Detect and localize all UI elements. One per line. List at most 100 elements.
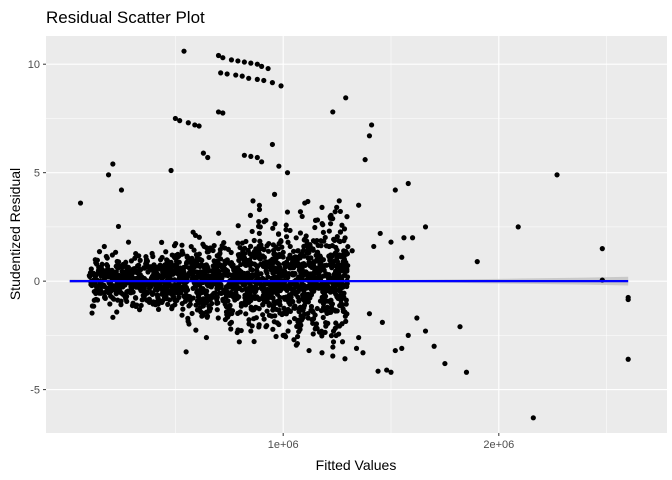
scatter-point [235,58,241,64]
scatter-point [141,265,147,271]
scatter-point [328,333,335,339]
scatter-point [310,260,316,267]
scatter-point [334,233,340,240]
scatter-point [243,297,250,304]
scatter-point [283,272,289,279]
scatter-point [235,252,242,258]
scatter-point [248,266,254,272]
scatter-point [147,267,153,273]
scatter-point [188,256,194,262]
scatter-point [249,272,255,278]
scatter-point [238,301,244,307]
scatter-point [205,154,211,161]
scatter-point [200,150,207,156]
scatter-point [339,339,346,345]
scatter-point [341,226,348,232]
scatter-point [119,268,125,275]
scatter-point [344,214,350,220]
scatter-point [265,248,272,254]
scatter-point [300,247,307,254]
scatter-point [246,75,252,81]
scatter-point [329,243,336,249]
scatter-point [248,295,254,301]
scatter-point [206,254,212,260]
scatter-point [366,133,373,139]
scatter-point [314,252,320,258]
scatter-point [515,224,521,230]
scatter-point [223,303,229,310]
scatter-point [214,300,220,306]
scatter-point [255,272,261,278]
scatter-point [331,258,337,265]
scatter-point [192,122,198,128]
scatter-point [401,235,407,241]
scatter-point [242,281,248,288]
scatter-point [328,285,335,291]
scatter-point [77,200,84,206]
scatter-point [159,239,165,245]
scatter-point [474,259,480,265]
scatter-point [405,332,411,338]
scatter-point [368,122,375,128]
scatter-point [190,229,196,235]
scatter-point [94,257,100,263]
scatter-point [256,230,262,236]
scatter-point [530,415,536,421]
scatter-point [88,266,94,272]
scatter-point [176,259,182,265]
scatter-point [322,329,328,335]
scatter-point [281,305,287,311]
scatter-point [171,263,177,269]
scatter-point [199,275,205,281]
scatter-point [110,161,116,167]
scatter-point [377,230,383,237]
scatter-point [128,282,134,288]
scatter-point [256,206,263,213]
scatter-point [263,217,269,223]
scatter-point [169,303,175,310]
scatter-point [250,198,256,204]
scatter-point [312,275,318,281]
scatter-point [246,317,252,323]
scatter-point [109,252,115,258]
scatter-point [291,305,297,311]
scatter-point [264,270,270,276]
scatter-point [325,320,331,326]
scatter-point [185,273,191,280]
scatter-point [118,187,125,193]
scatter-point [241,152,247,158]
scatter-point [266,240,272,247]
scatter-point [266,260,272,266]
scatter-point [101,243,107,250]
scatter-point [235,223,241,229]
scatter-point [343,318,349,324]
scatter-point [271,191,278,197]
scatter-point [330,353,336,359]
scatter-point [194,307,201,313]
scatter-point [342,262,349,269]
scatter-point [329,253,335,260]
scatter-point [222,290,228,296]
scatter-point [155,274,162,280]
scatter-point [291,281,297,287]
scatter-point [308,303,315,310]
scatter-point [336,198,342,204]
scatter-point [130,300,136,306]
scatter-point [335,323,341,329]
scatter-point [360,350,366,356]
scatter-point [339,222,345,228]
scatter-point [230,272,236,278]
scatter-point [197,297,203,303]
scatter-point [182,284,189,290]
scatter-point [105,172,112,178]
scatter-point [165,263,171,269]
scatter-point [256,202,263,208]
scatter-point [266,312,272,318]
scatter-point [336,252,342,258]
scatter-point [349,248,355,254]
scatter-point [277,287,284,294]
scatter-point [343,95,349,101]
scatter-point [130,289,136,295]
scatter-point [169,252,175,258]
scatter-point [179,300,185,307]
